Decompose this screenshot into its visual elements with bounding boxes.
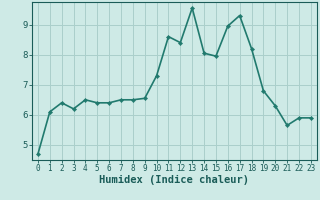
X-axis label: Humidex (Indice chaleur): Humidex (Indice chaleur): [100, 175, 249, 185]
